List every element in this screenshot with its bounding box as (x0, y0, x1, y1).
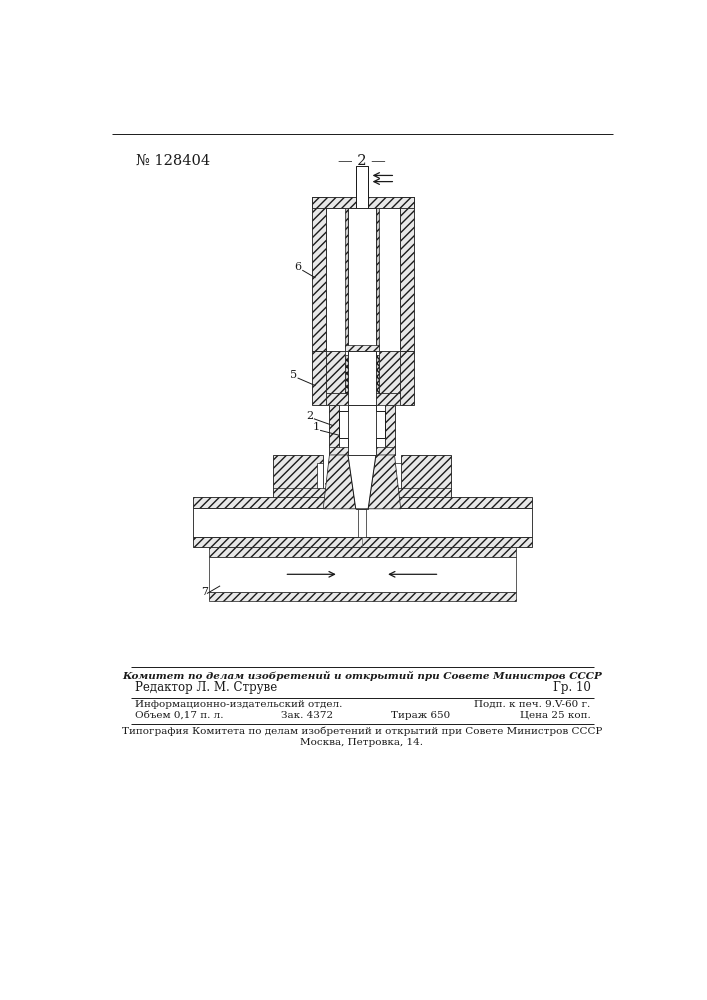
Bar (193, 508, 532, 537)
Polygon shape (345, 355, 379, 393)
Polygon shape (345, 345, 379, 351)
Bar (348, 208, 376, 351)
Text: Типография Комитета по делам изобретений и открытий при Совете Министров СССР: Типография Комитета по делам изобретений… (122, 727, 602, 736)
Polygon shape (345, 208, 348, 351)
Bar (358, 509, 366, 537)
Text: 1: 1 (312, 422, 320, 432)
Text: Цена 25 коп.: Цена 25 коп. (520, 711, 590, 720)
Text: 6: 6 (295, 262, 302, 272)
Bar (348, 405, 376, 455)
Text: Тираж 650: Тираж 650 (391, 711, 450, 720)
Polygon shape (329, 405, 339, 455)
Polygon shape (209, 592, 516, 601)
Polygon shape (312, 351, 325, 405)
Polygon shape (400, 351, 414, 405)
Bar (368, 411, 385, 438)
Text: 4: 4 (387, 483, 393, 492)
Polygon shape (193, 497, 532, 508)
Bar (356, 166, 368, 208)
Polygon shape (325, 393, 400, 405)
Text: — 2 —: — 2 — (338, 154, 386, 168)
Polygon shape (379, 351, 400, 393)
Polygon shape (273, 488, 451, 497)
Polygon shape (356, 405, 368, 455)
Bar (317, 463, 323, 497)
Bar (339, 411, 356, 438)
Bar (395, 463, 401, 497)
Polygon shape (209, 547, 516, 557)
Text: Информационно-издательский отдел.: Информационно-издательский отдел. (135, 700, 342, 709)
Bar (348, 351, 376, 405)
Polygon shape (385, 405, 395, 455)
Polygon shape (312, 197, 325, 351)
Polygon shape (348, 455, 376, 509)
Text: Объем 0,17 п. л.: Объем 0,17 п. л. (135, 711, 223, 720)
Polygon shape (193, 537, 532, 547)
Polygon shape (356, 497, 368, 509)
Polygon shape (329, 447, 395, 455)
Polygon shape (273, 455, 323, 497)
Text: Москва, Петровка, 14.: Москва, Петровка, 14. (300, 738, 423, 747)
Polygon shape (312, 197, 414, 208)
Text: 5: 5 (290, 370, 297, 380)
Polygon shape (368, 455, 401, 509)
Text: 7: 7 (201, 587, 208, 597)
Text: Комитет по делам изобретений и открытий при Совете Министров СССР: Комитет по делам изобретений и открытий … (122, 671, 602, 681)
Polygon shape (325, 351, 345, 393)
Polygon shape (401, 455, 451, 497)
Text: Гр. 10: Гр. 10 (553, 681, 590, 694)
Text: 3: 3 (323, 483, 330, 492)
Polygon shape (400, 197, 414, 351)
Bar (209, 557, 516, 592)
Polygon shape (323, 455, 356, 509)
Text: Подп. к печ. 9.V-60 г.: Подп. к печ. 9.V-60 г. (474, 700, 590, 709)
Polygon shape (376, 208, 379, 351)
Text: № 128404: № 128404 (136, 154, 211, 168)
Text: 2: 2 (306, 411, 313, 421)
Text: Редактор Л. М. Струве: Редактор Л. М. Струве (135, 681, 277, 694)
Bar (325, 208, 400, 351)
Text: Зак. 4372: Зак. 4372 (281, 711, 333, 720)
